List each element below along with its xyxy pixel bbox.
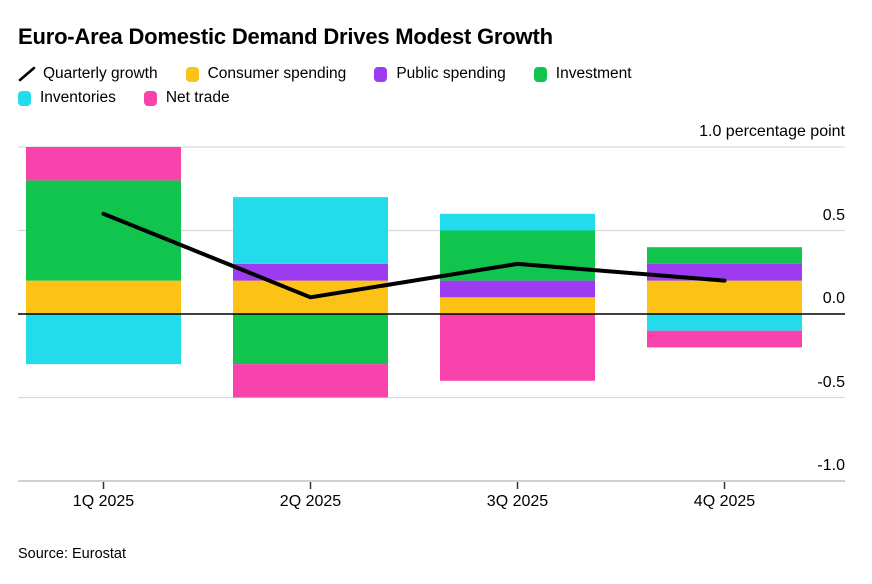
bar-segment-net-trade-2q	[233, 364, 388, 398]
x-axis-label-4q-2025: 4Q 2025	[693, 493, 756, 510]
investment-swatch-icon	[533, 66, 547, 82]
legend-row-1: Quarterly growth Consumer spending Publi…	[18, 62, 848, 86]
legend-item-consumer-spending: Consumer spending	[185, 65, 347, 83]
chart-title: Euro-Area Domestic Demand Drives Modest …	[18, 24, 553, 49]
legend-label: Net trade	[165, 89, 230, 106]
legend-label: Public spending	[396, 65, 506, 82]
source-note: Source: Eurostat	[18, 546, 126, 562]
x-axis-label-1q-2025: 1Q 2025	[72, 493, 135, 510]
inventories-swatch-icon	[18, 90, 31, 106]
legend: Quarterly growth Consumer spending Publi…	[18, 62, 848, 110]
bar-segment-public-spending-2q	[233, 263, 388, 281]
bar-segment-inventories-4q	[647, 314, 802, 331]
legend-label: Consumer spending	[207, 65, 347, 82]
bar-segment-net-trade-4q	[647, 330, 802, 348]
y-axis-label--1: -1.0	[817, 457, 845, 474]
bar-segment-consumer-spending-1q	[26, 280, 181, 314]
legend-label: Quarterly growth	[43, 65, 158, 82]
y-axis-label-0.5: 0.5	[822, 206, 845, 224]
x-axis-label-3q-2025: 3Q 2025	[486, 493, 549, 510]
legend-item-investment: Investment	[533, 65, 632, 83]
legend-item-public-spending: Public spending	[374, 65, 506, 83]
bar-segment-investment-1q	[26, 180, 181, 281]
legend-item-net-trade: Net trade	[143, 89, 230, 107]
quarterly-growth-line-icon	[18, 66, 36, 82]
x-axis-label-2q-2025: 2Q 2025	[279, 493, 342, 510]
public-spending-swatch-icon	[374, 66, 388, 82]
quarterly-growth-line	[101, 211, 727, 300]
bar-segment-net-trade-1q	[26, 147, 181, 181]
y-axis-label--0.5: -0.5	[817, 373, 845, 391]
legend-item-inventories: Inventories	[18, 89, 116, 107]
legend-item-quarterly-growth: Quarterly growth	[18, 65, 158, 83]
y-axis-label-0: 0.0	[822, 290, 845, 307]
legend-label: Inventories	[40, 89, 116, 106]
bar-segment-investment-2q	[233, 314, 388, 365]
bar-segment-net-trade-3q	[440, 314, 595, 381]
bar-segment-inventories-3q	[440, 213, 595, 231]
bar-segment-inventories-1q	[26, 314, 181, 365]
bar-segment-consumer-spending-3q	[440, 297, 595, 314]
consumer-spending-swatch-icon	[185, 66, 199, 82]
bar-segment-inventories-2q	[233, 197, 388, 264]
legend-row-2: Inventories Net trade	[18, 86, 848, 110]
bar-segment-public-spending-3q	[440, 280, 595, 298]
bar-segment-investment-4q	[647, 247, 802, 264]
legend-label: Investment	[555, 65, 632, 82]
bar-segment-consumer-spending-4q	[647, 280, 802, 314]
y-axis-label-1: 1.0 percentage point	[699, 123, 845, 140]
net-trade-swatch-icon	[143, 90, 157, 106]
